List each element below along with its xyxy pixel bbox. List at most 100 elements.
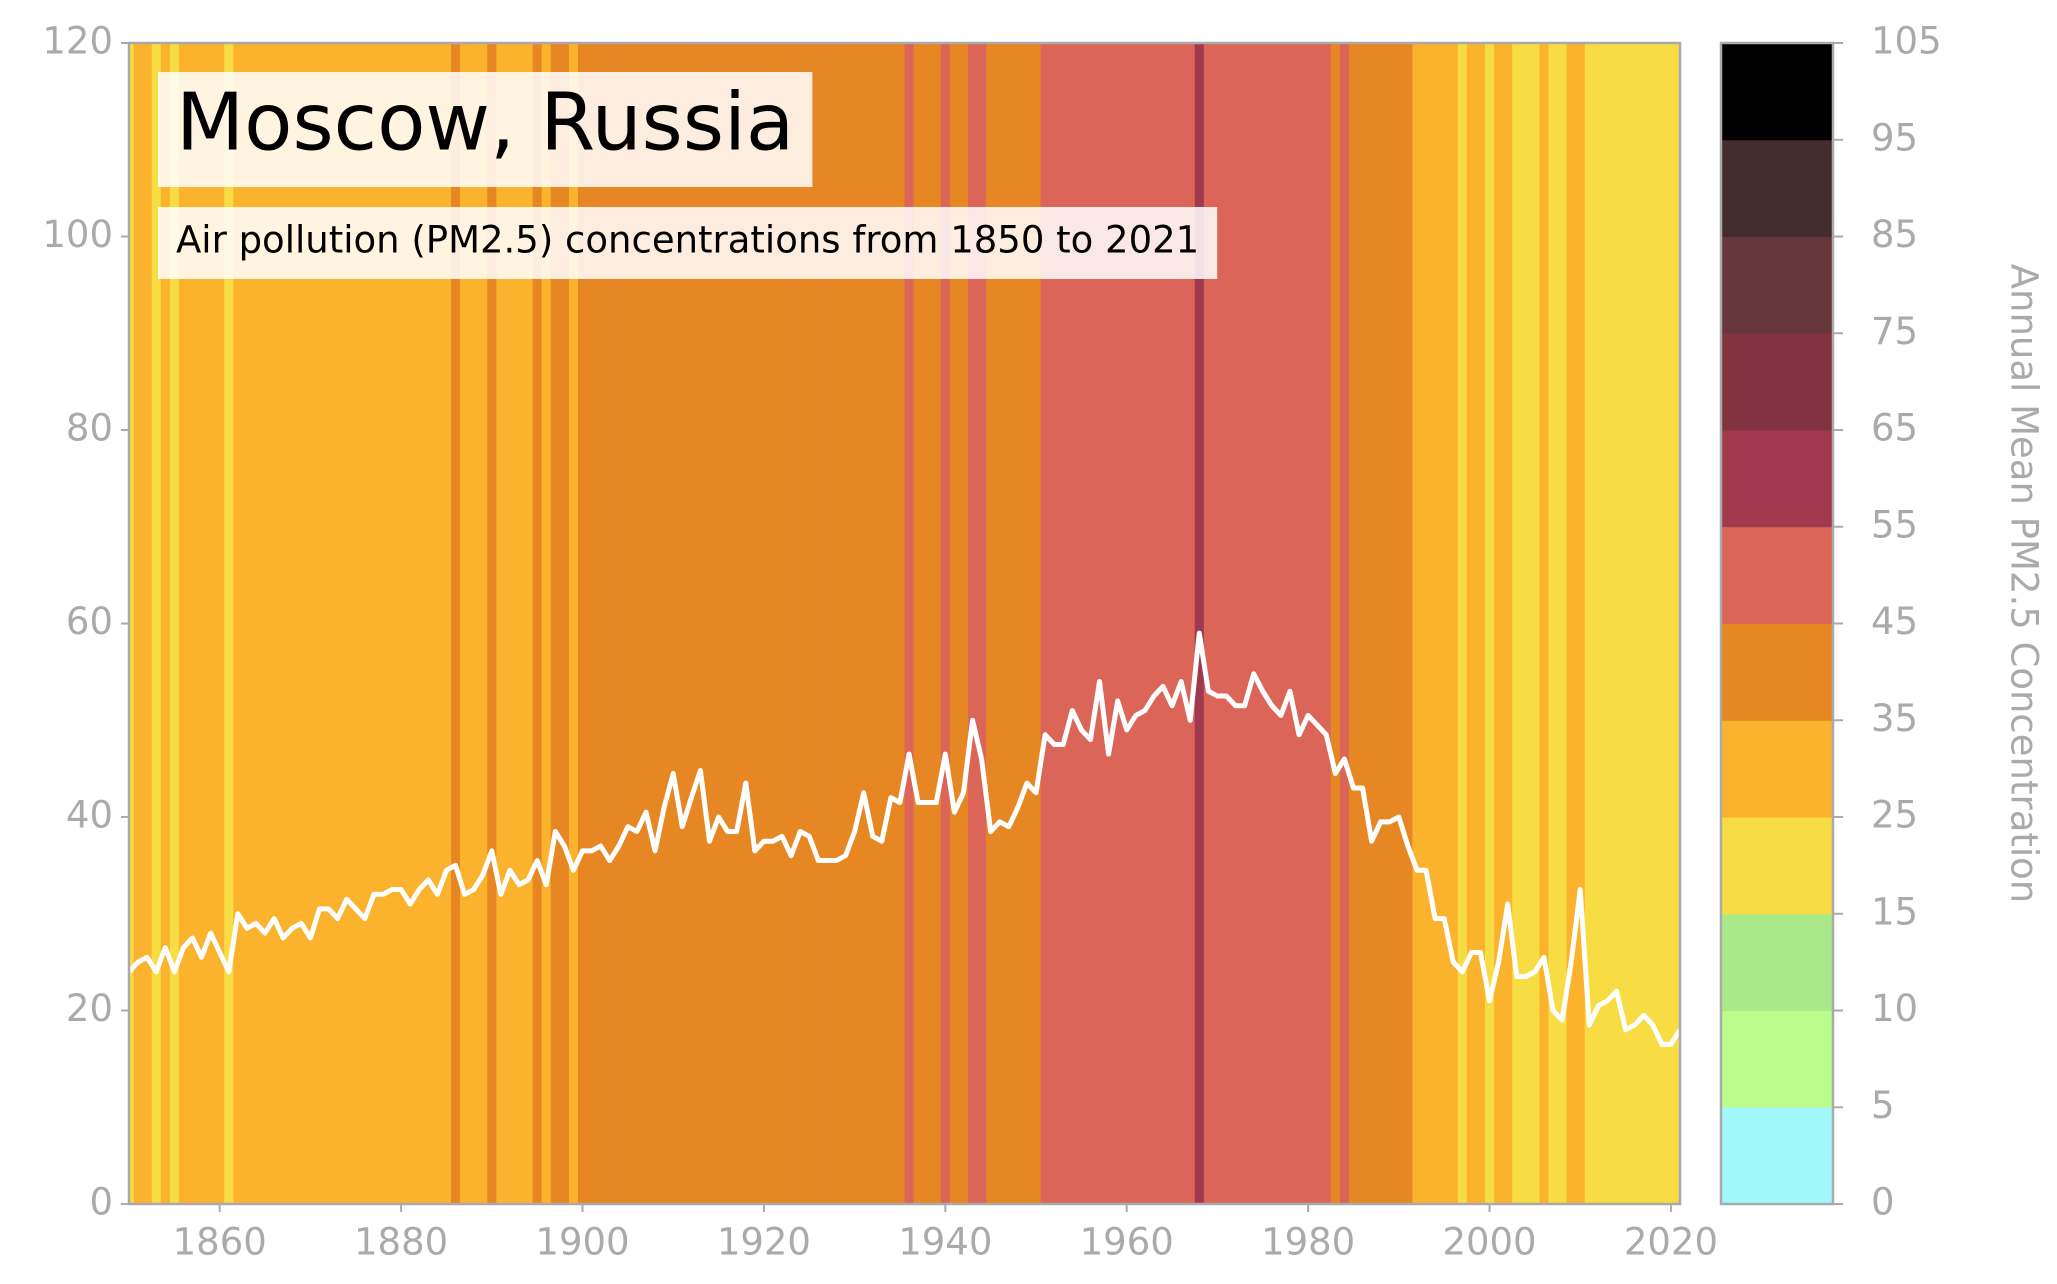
stripe bbox=[1367, 43, 1377, 1204]
stripe bbox=[1584, 43, 1595, 1204]
stripe bbox=[523, 43, 534, 1204]
x-tick-label: 1940 bbox=[898, 1221, 992, 1264]
stripe bbox=[1004, 43, 1014, 1204]
stripe bbox=[1421, 43, 1432, 1204]
stripe bbox=[269, 43, 280, 1204]
stripe bbox=[1194, 43, 1205, 1204]
stripe bbox=[1503, 43, 1513, 1204]
stripe bbox=[396, 43, 407, 1204]
stripe bbox=[305, 43, 316, 1204]
stripe bbox=[668, 43, 679, 1204]
colorbar-tick-label: 15 bbox=[1871, 890, 1918, 933]
stripe bbox=[1657, 43, 1667, 1204]
x-tick-label: 1960 bbox=[1080, 1221, 1174, 1264]
stripe bbox=[1104, 43, 1114, 1204]
stripe bbox=[677, 43, 688, 1204]
stripe bbox=[314, 43, 325, 1204]
stripe bbox=[133, 43, 144, 1204]
stripe bbox=[641, 43, 652, 1204]
stripe bbox=[1385, 43, 1395, 1204]
stripe bbox=[850, 43, 860, 1204]
stripe bbox=[577, 43, 588, 1204]
stripe bbox=[605, 43, 615, 1204]
colorbar-tick-label: 0 bbox=[1871, 1181, 1895, 1224]
stripe bbox=[287, 43, 298, 1204]
stripe bbox=[714, 43, 724, 1204]
stripe bbox=[904, 43, 915, 1204]
stripe bbox=[1412, 43, 1423, 1204]
stripe bbox=[1049, 43, 1060, 1204]
stripe bbox=[378, 43, 389, 1204]
stripe bbox=[759, 43, 770, 1204]
colorbar-tick-label: 75 bbox=[1871, 310, 1918, 353]
x-tick-label: 1920 bbox=[717, 1221, 811, 1264]
y-tick-label: 40 bbox=[66, 794, 113, 837]
colorbar-tick-label: 105 bbox=[1871, 20, 1942, 63]
stripe bbox=[541, 43, 552, 1204]
stripe bbox=[1358, 43, 1368, 1204]
colorbar-tick-label: 95 bbox=[1871, 116, 1918, 159]
stripe bbox=[822, 43, 833, 1204]
stripe bbox=[1212, 43, 1223, 1204]
stripe bbox=[986, 43, 996, 1204]
stripe bbox=[1621, 43, 1631, 1204]
stripe bbox=[1312, 43, 1323, 1204]
stripe bbox=[1394, 43, 1404, 1204]
stripe bbox=[895, 43, 906, 1204]
stripe bbox=[1203, 43, 1214, 1204]
stripe bbox=[1303, 43, 1314, 1204]
subtitle-box bbox=[158, 207, 1218, 279]
stripe bbox=[886, 43, 897, 1204]
stripe bbox=[251, 43, 262, 1204]
stripe bbox=[741, 43, 751, 1204]
stripe bbox=[1131, 43, 1141, 1204]
stripe bbox=[414, 43, 425, 1204]
stripe bbox=[940, 43, 951, 1204]
stripe bbox=[695, 43, 706, 1204]
stripe bbox=[1530, 43, 1541, 1204]
stripe bbox=[215, 43, 225, 1204]
stripe bbox=[958, 43, 969, 1204]
stripe bbox=[813, 43, 824, 1204]
title-box bbox=[158, 72, 813, 187]
stripe bbox=[1648, 43, 1658, 1204]
stripe bbox=[1566, 43, 1577, 1204]
stripe bbox=[360, 43, 370, 1204]
stripe bbox=[723, 43, 733, 1204]
x-tick-label: 2020 bbox=[1624, 1221, 1718, 1264]
stripe bbox=[469, 43, 479, 1204]
y-tick-label: 120 bbox=[42, 20, 113, 63]
stripe bbox=[151, 43, 162, 1204]
stripe bbox=[804, 43, 815, 1204]
stripe bbox=[1494, 43, 1504, 1204]
stripe bbox=[786, 43, 797, 1204]
stripe bbox=[1557, 43, 1568, 1204]
stripe bbox=[460, 43, 470, 1204]
colorbar-box bbox=[1721, 236, 1833, 334]
stripe bbox=[1176, 43, 1187, 1204]
colorbar-box bbox=[1721, 333, 1833, 431]
stripe bbox=[160, 43, 171, 1204]
line bbox=[127, 630, 1683, 1047]
stripe bbox=[1430, 43, 1441, 1204]
stripe bbox=[913, 43, 924, 1204]
stripe bbox=[650, 43, 661, 1204]
stripe bbox=[1258, 43, 1268, 1204]
stripe bbox=[1548, 43, 1559, 1204]
x-tick-label: 1980 bbox=[1261, 1221, 1355, 1264]
stripe bbox=[333, 43, 343, 1204]
y-tick-label: 0 bbox=[89, 1181, 113, 1224]
stripe bbox=[1575, 43, 1586, 1204]
stripe bbox=[931, 43, 942, 1204]
colorbar-box bbox=[1721, 817, 1833, 915]
stripe bbox=[1439, 43, 1450, 1204]
stripe bbox=[505, 43, 516, 1204]
stripe bbox=[587, 43, 597, 1204]
stripe bbox=[1158, 43, 1169, 1204]
stripe bbox=[1602, 43, 1613, 1204]
colorbar-tick-label: 25 bbox=[1871, 794, 1918, 837]
stripe bbox=[1475, 43, 1486, 1204]
colorbar-box bbox=[1721, 1107, 1833, 1205]
stripe bbox=[1267, 43, 1277, 1204]
